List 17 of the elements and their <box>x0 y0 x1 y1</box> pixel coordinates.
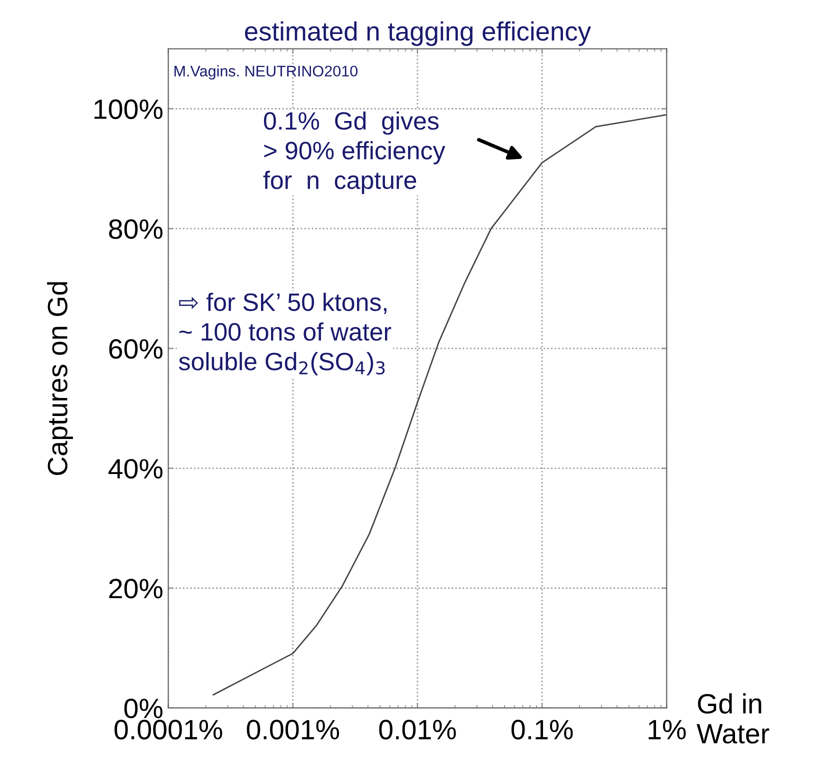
y-tick-label: 0% <box>124 698 162 718</box>
chart-title: estimated n tagging efficiency <box>245 21 592 46</box>
y-tick-label: 80% <box>109 219 162 239</box>
annotation: ⇨ for SK’ 50 ktons, ~ 100 tons of water soluble Gd$_{2}$(SO$_{4}$)$_{3}$ <box>178 292 392 376</box>
x-tick-label: 1% <box>648 720 686 740</box>
y-axis-title: Captures on Gd <box>47 282 73 476</box>
x-tick-label: 0.0001% <box>114 720 222 740</box>
y-tick-label: 60% <box>109 339 162 359</box>
y-tick-label: 40% <box>108 458 162 479</box>
x-tick-label: 0.01% <box>379 720 456 740</box>
y-tick-label: 20% <box>109 578 162 598</box>
annotation: M.Vagins. NEUTRINO2010 <box>174 65 358 80</box>
x-tick-label: 0.1% <box>511 720 573 740</box>
annotation: 0.1% Gd gives > 90% efficiency for n capture <box>263 111 446 194</box>
x-axis-title: Gd in Water <box>696 693 770 744</box>
x-tick-label: 0.001% <box>246 720 340 740</box>
y-tick-label: 100% <box>94 99 162 120</box>
